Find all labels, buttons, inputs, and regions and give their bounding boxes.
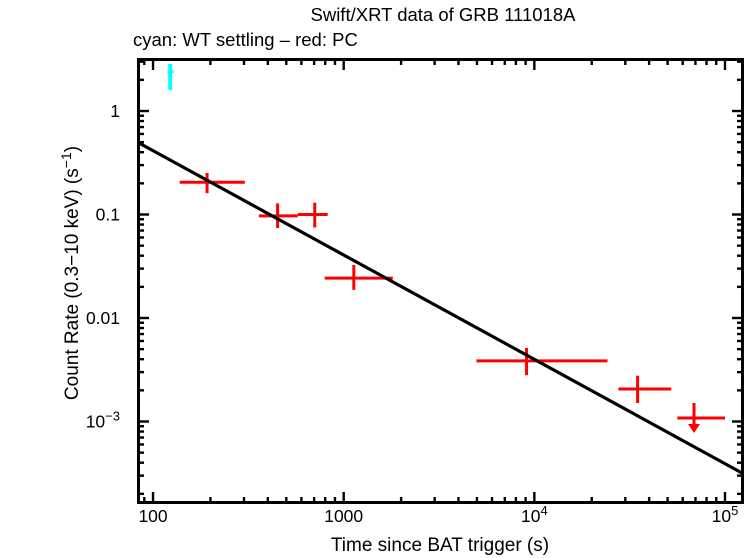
y-tick-label: 1 [110, 101, 120, 121]
data-point-wt [167, 63, 174, 90]
x-tick-label: 1000 [324, 506, 363, 526]
x-tick-label: 105 [712, 503, 739, 526]
y-tick-label: 0.01 [86, 308, 120, 328]
chart-subtitle: cyan: WT settling – red: PC [133, 29, 358, 50]
chart-title: Swift/XRT data of GRB 111018A [311, 4, 577, 25]
data-point-pc [618, 375, 672, 403]
data-points [167, 63, 725, 434]
y-tick-label: 10−3 [86, 409, 120, 432]
y-tick-label: 0.1 [96, 205, 120, 225]
fit-line [138, 141, 743, 475]
data-point-pc [258, 203, 298, 229]
x-axis-label: Time since BAT trigger (s) [331, 535, 549, 556]
fit-line-layer [138, 141, 743, 475]
upper-limit-arrow-head [688, 424, 701, 434]
data-point-pc [297, 202, 328, 228]
axis-ticks [139, 60, 742, 502]
plot-frame [137, 58, 744, 504]
y-axis-label: Count Rate (0.3−10 keV) (s−1) [58, 146, 83, 400]
axis-tick-labels: 100 1000 104 105 1 0.1 0.01 10−3 [86, 101, 739, 526]
data-point-pc [476, 347, 608, 376]
x-tick-label: 100 [138, 506, 167, 526]
upper-limit-point [677, 403, 725, 434]
data-point-pc [324, 265, 393, 290]
x-tick-label: 104 [521, 503, 548, 526]
